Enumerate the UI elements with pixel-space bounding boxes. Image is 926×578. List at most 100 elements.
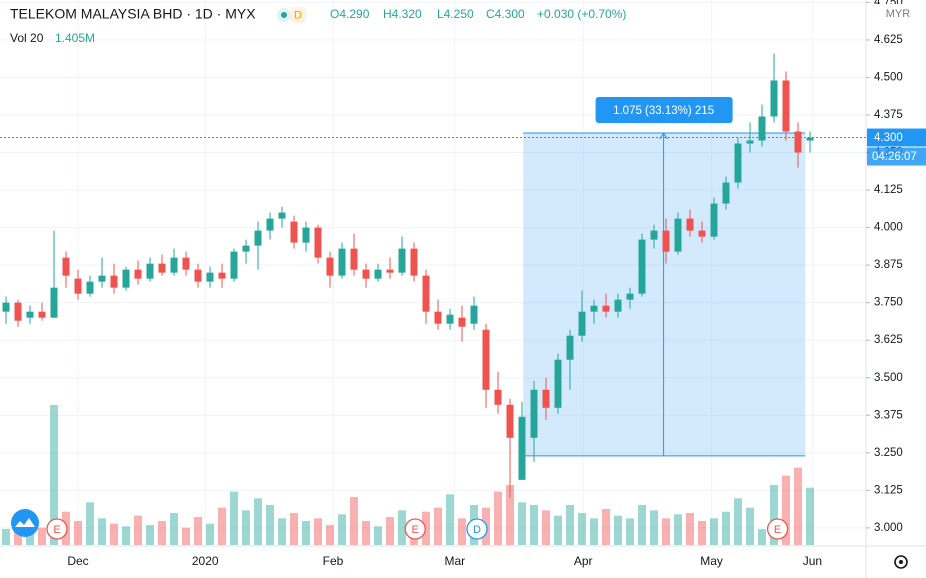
countdown: 04:26:07 xyxy=(872,151,917,163)
candle-body xyxy=(494,389,502,405)
y-tick-label: 3.500 xyxy=(874,372,903,384)
x-tick-label: Apr xyxy=(574,554,593,568)
y-tick-label: 3.875 xyxy=(874,259,903,271)
candle-body xyxy=(578,311,586,336)
y-tick-label: 4.375 xyxy=(874,109,903,121)
candle-body xyxy=(722,182,730,204)
volume-bar xyxy=(277,518,286,545)
candle-body xyxy=(14,302,22,321)
volume-bar xyxy=(205,523,214,545)
volume-bar xyxy=(685,513,694,545)
candle-body xyxy=(302,227,310,243)
candle-body xyxy=(782,80,790,132)
volume-pane xyxy=(1,405,814,545)
volume-bar xyxy=(181,527,190,545)
candle-body xyxy=(590,305,598,312)
candle-body xyxy=(662,230,670,252)
event-label: E xyxy=(412,524,419,536)
candle-body xyxy=(242,245,250,252)
candle-body xyxy=(134,269,142,279)
measure-tool xyxy=(523,132,806,457)
candle-body xyxy=(194,269,202,282)
volume-bar xyxy=(793,467,802,545)
candle-body xyxy=(314,227,322,258)
candle-body xyxy=(530,389,538,438)
volume-bar xyxy=(493,491,502,545)
candle-body xyxy=(362,269,370,279)
volume-bar xyxy=(649,510,658,545)
candle-body xyxy=(794,131,802,153)
volume-bar xyxy=(1,529,10,545)
candle-body xyxy=(758,116,766,141)
candle-body xyxy=(338,248,346,276)
candle-body xyxy=(62,257,70,276)
y-tick-label: 4.125 xyxy=(874,184,903,196)
candle-body xyxy=(434,311,442,324)
volume-bar xyxy=(445,494,454,545)
x-tick-label: Feb xyxy=(323,554,344,568)
candle-body xyxy=(74,278,82,294)
volume-bar xyxy=(85,502,94,545)
volume-bar xyxy=(385,517,394,545)
volume-bar xyxy=(229,491,238,545)
ohlc-label: H4.320 xyxy=(383,7,422,21)
candle-body xyxy=(26,311,34,318)
volume-bar xyxy=(397,510,406,545)
volume-bar xyxy=(733,498,742,545)
candle-body xyxy=(146,263,154,279)
candle-body xyxy=(110,275,118,288)
volume-bar xyxy=(805,487,814,545)
measure-area xyxy=(523,133,806,456)
volume-bar xyxy=(697,521,706,545)
volume-bar xyxy=(433,507,442,545)
volume-bar xyxy=(757,529,766,545)
x-tick-label: 2020 xyxy=(192,554,219,568)
volume-bar xyxy=(661,518,670,545)
candle-body xyxy=(614,299,622,312)
candle-body xyxy=(506,404,514,438)
volume-bar xyxy=(289,513,298,545)
candle-body xyxy=(626,293,634,300)
overlay: 4.300 04:26:07 1.075 (33.13%) 215 E E D E xyxy=(0,97,926,540)
volume-bar xyxy=(97,518,106,545)
volume-bar xyxy=(337,514,346,545)
event-marker xyxy=(404,518,426,540)
candle-body xyxy=(2,302,10,312)
volume-bar xyxy=(721,511,730,545)
settings-icon[interactable] xyxy=(894,555,908,569)
measure-label-box xyxy=(595,97,733,124)
volume-bar xyxy=(541,510,550,545)
candle-body xyxy=(554,359,562,408)
volume-bar xyxy=(745,507,754,545)
candle-body xyxy=(398,248,406,273)
volume-bar xyxy=(625,518,634,545)
y-tick-label: 3.000 xyxy=(874,522,903,534)
header: TELEKOM MALAYSIA BHD · 1D · MYX D Vol 20… xyxy=(10,6,306,45)
candle-body xyxy=(206,272,214,282)
ohlc-label: +0.030 (+0.70%) xyxy=(537,7,626,21)
candle-body xyxy=(182,257,190,270)
candle-body xyxy=(710,203,718,237)
countdown-box xyxy=(867,147,926,166)
volume-bar xyxy=(553,515,562,545)
y-tick-label: 4.625 xyxy=(874,34,903,46)
candle-body xyxy=(350,248,358,270)
logo[interactable] xyxy=(11,509,39,537)
volume-bar xyxy=(589,518,598,545)
measure-label: 1.075 (33.13%) 215 xyxy=(613,105,714,117)
candle-body xyxy=(122,269,130,288)
volume-bar xyxy=(601,509,610,545)
volume-title: Vol 20 xyxy=(10,31,44,45)
candle-body xyxy=(266,218,274,231)
volume-bar xyxy=(673,514,682,545)
volume-bar xyxy=(193,517,202,545)
candle-body xyxy=(170,257,178,273)
candle-body xyxy=(230,251,238,279)
volume-bar xyxy=(517,502,526,545)
ohlc-label: C4.300 xyxy=(486,7,525,21)
candle-body xyxy=(674,218,682,252)
candle-body xyxy=(638,239,646,294)
y-tick-label: 4.500 xyxy=(874,72,903,84)
volume-bar xyxy=(109,523,118,545)
